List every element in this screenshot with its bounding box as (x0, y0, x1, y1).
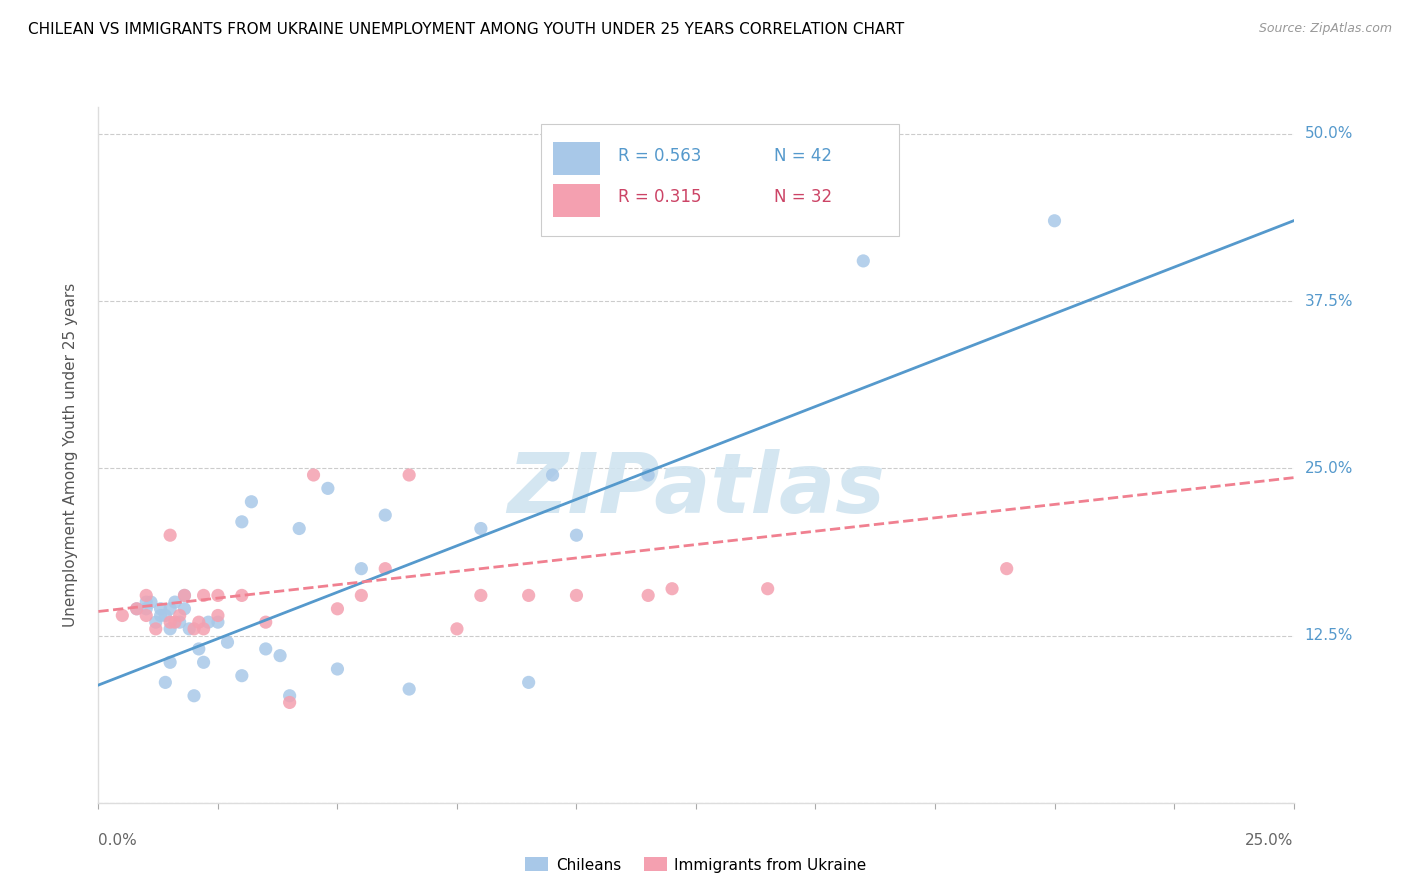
Text: 37.5%: 37.5% (1305, 293, 1353, 309)
Point (398, 681, 420, 696)
Point (207, 589, 229, 603)
Point (193, 655, 215, 669)
Point (135, 602, 157, 616)
Point (125, 602, 148, 616)
Point (145, 622, 167, 636)
FancyBboxPatch shape (553, 142, 600, 175)
Point (637, 468, 659, 483)
Text: 25.0%: 25.0% (1246, 833, 1294, 848)
Point (193, 589, 215, 603)
Point (111, 608, 134, 623)
Point (565, 528, 588, 542)
Point (173, 589, 195, 603)
Point (852, 253, 875, 268)
Point (326, 662, 349, 676)
Point (125, 602, 148, 616)
FancyBboxPatch shape (540, 124, 900, 235)
Point (163, 595, 186, 609)
Point (163, 615, 186, 630)
Point (135, 608, 157, 623)
Point (169, 608, 191, 623)
Point (326, 602, 349, 616)
Point (446, 622, 468, 636)
Point (135, 595, 157, 609)
Point (183, 689, 205, 703)
Text: 12.5%: 12.5% (1305, 628, 1353, 643)
Text: R = 0.563: R = 0.563 (619, 147, 702, 165)
Point (139, 595, 162, 609)
Point (231, 589, 253, 603)
Point (269, 648, 291, 663)
Point (145, 615, 167, 630)
Point (231, 515, 253, 529)
Point (187, 615, 209, 630)
Point (187, 642, 209, 657)
Point (661, 582, 683, 596)
Point (374, 508, 396, 523)
Point (183, 622, 205, 636)
Point (149, 608, 172, 623)
Point (254, 642, 277, 657)
Point (398, 468, 420, 483)
Point (565, 589, 588, 603)
Point (278, 689, 301, 703)
Point (756, 582, 779, 596)
Point (207, 608, 229, 623)
Text: N = 32: N = 32 (773, 188, 832, 206)
Point (350, 589, 373, 603)
Text: 25.0%: 25.0% (1305, 461, 1353, 475)
Point (1043, 214, 1066, 228)
Text: CHILEAN VS IMMIGRANTS FROM UKRAINE UNEMPLOYMENT AMONG YOUTH UNDER 25 YEARS CORRE: CHILEAN VS IMMIGRANTS FROM UKRAINE UNEMP… (28, 22, 904, 37)
Text: ZIPatlas: ZIPatlas (508, 450, 884, 530)
Point (470, 589, 492, 603)
Point (316, 482, 339, 496)
Point (135, 589, 157, 603)
Point (193, 622, 215, 636)
Point (149, 602, 172, 616)
Point (517, 675, 540, 690)
Point (155, 675, 177, 690)
Text: N = 42: N = 42 (773, 147, 832, 165)
Point (217, 635, 239, 649)
Point (254, 615, 277, 630)
Point (541, 468, 564, 483)
Point (995, 562, 1018, 576)
Point (197, 615, 219, 630)
Text: R = 0.315: R = 0.315 (619, 188, 702, 206)
Text: 0.0%: 0.0% (98, 833, 138, 848)
Text: 50.0%: 50.0% (1305, 127, 1353, 141)
Point (173, 589, 195, 603)
FancyBboxPatch shape (553, 184, 600, 217)
Point (169, 615, 191, 630)
Point (179, 622, 201, 636)
Point (288, 521, 311, 535)
Point (302, 468, 325, 483)
Point (159, 655, 181, 669)
Point (278, 696, 301, 710)
Point (159, 622, 181, 636)
Point (159, 615, 181, 630)
Point (637, 589, 659, 603)
Point (517, 589, 540, 603)
Point (240, 494, 263, 508)
Y-axis label: Unemployment Among Youth under 25 years: Unemployment Among Youth under 25 years (63, 283, 77, 627)
Point (159, 528, 181, 542)
Point (159, 602, 181, 616)
Point (374, 562, 396, 576)
Text: Source: ZipAtlas.com: Source: ZipAtlas.com (1258, 22, 1392, 36)
Point (155, 608, 177, 623)
Point (207, 615, 229, 630)
Point (231, 669, 253, 683)
Point (470, 521, 492, 535)
Point (350, 562, 373, 576)
Legend: Chileans, Immigrants from Ukraine: Chileans, Immigrants from Ukraine (519, 851, 873, 879)
Point (173, 602, 195, 616)
